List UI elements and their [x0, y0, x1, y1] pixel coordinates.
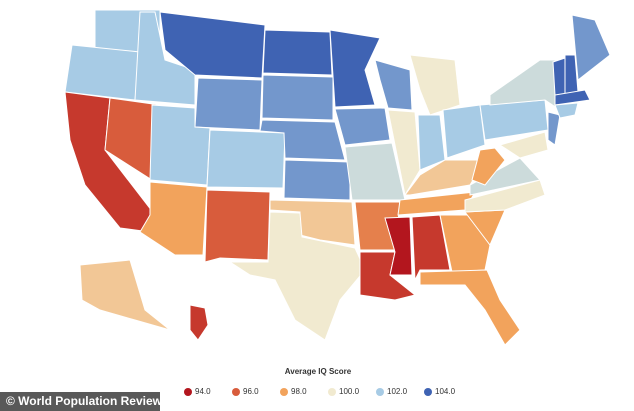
- state: [464, 179, 546, 213]
- state: [189, 304, 209, 341]
- state: [571, 14, 611, 81]
- state: [194, 77, 263, 131]
- state: [204, 189, 271, 263]
- state: [139, 181, 208, 256]
- state: [228, 211, 366, 341]
- state: [261, 74, 334, 121]
- states: [64, 9, 611, 346]
- state: [374, 59, 413, 111]
- legend-swatch: [280, 388, 288, 396]
- legend-swatch: [376, 388, 384, 396]
- state: [329, 29, 381, 108]
- source: © World Population Review: [6, 394, 163, 408]
- state: [552, 57, 566, 96]
- legend-label: 104.0: [435, 387, 456, 396]
- state: [334, 107, 391, 146]
- state: [471, 147, 506, 186]
- state: [442, 104, 486, 159]
- state: [387, 109, 421, 197]
- source-bg: [0, 392, 160, 411]
- legend-title: Average IQ Score: [285, 367, 352, 376]
- state: [469, 157, 541, 196]
- state: [419, 269, 521, 346]
- state: [411, 214, 451, 282]
- legend-label: 96.0: [243, 387, 259, 396]
- state: [417, 114, 446, 171]
- legend-label: 102.0: [387, 387, 408, 396]
- state: [149, 104, 211, 186]
- legend: 94.0 96.0 98.0 100.0 102.0 104.0: [184, 387, 456, 396]
- state: [259, 119, 346, 161]
- state: [159, 11, 266, 79]
- legend-label: 94.0: [195, 387, 211, 396]
- legend-label: 98.0: [291, 387, 307, 396]
- legend-swatch: [424, 388, 432, 396]
- legend-swatch: [328, 388, 336, 396]
- state: [554, 89, 591, 106]
- legend-swatch: [232, 388, 240, 396]
- state: [384, 216, 413, 276]
- state: [283, 159, 351, 201]
- state: [498, 131, 549, 159]
- state: [79, 259, 171, 331]
- state: [269, 199, 356, 246]
- state: [409, 54, 461, 116]
- state: [547, 111, 561, 146]
- state: [262, 29, 333, 76]
- state: [64, 44, 141, 101]
- state: [554, 102, 579, 119]
- state: [206, 129, 286, 189]
- legend-swatch: [184, 388, 192, 396]
- legend-label: 100.0: [339, 387, 360, 396]
